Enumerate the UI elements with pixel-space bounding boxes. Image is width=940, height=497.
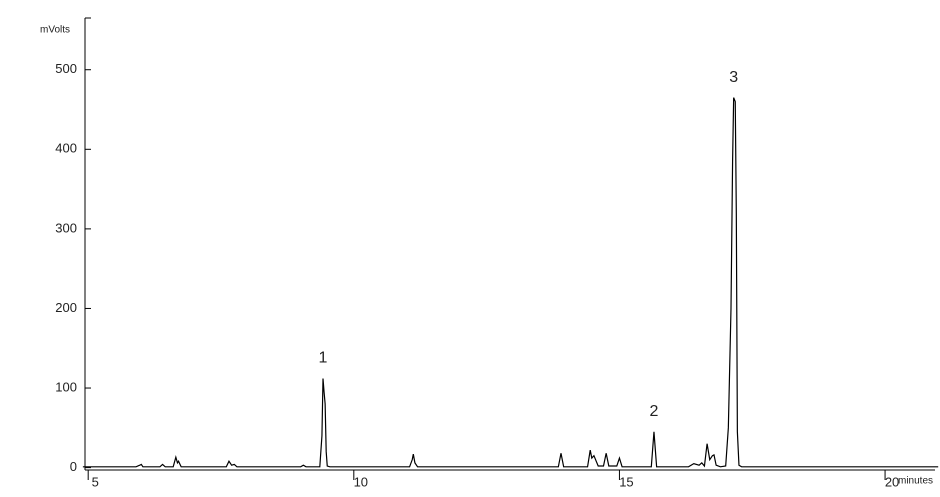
y-tick-label: 400 bbox=[55, 141, 77, 156]
x-tick-label: 10 bbox=[354, 474, 368, 489]
x-tick-label: 5 bbox=[92, 474, 99, 489]
y-axis-label: mVolts bbox=[40, 25, 70, 36]
signal-line bbox=[82, 97, 939, 468]
y-tick-label: 200 bbox=[55, 300, 77, 315]
y-tick-label: 500 bbox=[55, 61, 77, 76]
y-tick-label: 300 bbox=[55, 220, 77, 235]
peak-label: 1 bbox=[319, 350, 328, 367]
x-axis-label: minutes bbox=[898, 476, 933, 487]
y-tick-label: 0 bbox=[70, 459, 77, 474]
y-tick-label: 100 bbox=[55, 379, 77, 394]
peak-label: 2 bbox=[650, 403, 659, 420]
peak-label: 3 bbox=[729, 69, 738, 86]
x-tick-label: 15 bbox=[619, 474, 633, 489]
x-tick-label: 20 bbox=[885, 474, 899, 489]
